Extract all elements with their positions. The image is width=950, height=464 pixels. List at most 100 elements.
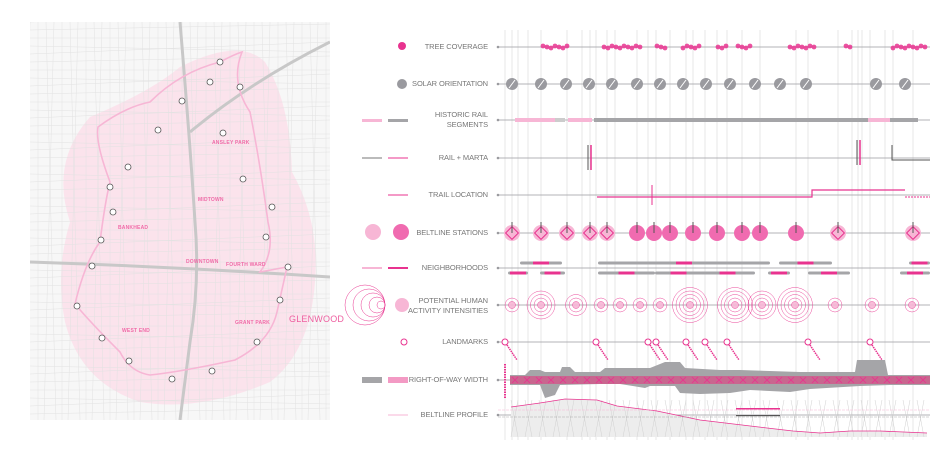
profile-hatch xyxy=(720,399,729,438)
historic-rail-segment xyxy=(568,118,592,122)
map-station-icon xyxy=(125,357,133,365)
neighborhood-label-mark xyxy=(618,271,635,275)
activity-intensity-ring xyxy=(632,297,648,313)
street xyxy=(29,215,331,223)
tree-coverage-mark xyxy=(684,43,690,49)
activity-intensity-ring xyxy=(593,297,609,313)
right-of-way-legend-icon xyxy=(388,377,408,383)
solar-orientation-line xyxy=(508,79,516,89)
activity-intensity-ring xyxy=(672,287,708,323)
activity-intensity-ring xyxy=(787,297,803,313)
profile-hatch xyxy=(566,399,575,438)
neighborhood-legend-icon xyxy=(388,267,408,269)
map-station-icon xyxy=(253,338,261,346)
street xyxy=(29,183,331,191)
right-of-way-legend-icon xyxy=(362,377,382,383)
solar-orientation-line xyxy=(608,79,616,89)
street xyxy=(29,77,331,85)
tree-coverage-mark xyxy=(552,43,558,49)
tree-coverage-mark xyxy=(795,43,801,49)
tree-coverage-mark xyxy=(637,44,643,50)
solar-legend-icon xyxy=(397,79,407,89)
map-station-icon xyxy=(216,58,224,66)
street xyxy=(29,247,331,255)
activity-intensity-ring xyxy=(780,290,810,320)
tree-coverage-mark xyxy=(609,43,615,49)
solar-orientation-line xyxy=(537,79,545,89)
station-legend-icon xyxy=(393,224,409,240)
landmark-icon xyxy=(723,338,731,346)
solar-orientation-line xyxy=(901,79,909,89)
historic-rail-segment xyxy=(515,118,555,122)
neighborhood-label-mark xyxy=(533,261,549,265)
highway xyxy=(29,260,331,279)
tree-coverage-mark xyxy=(560,45,566,51)
row-label-tree-coverage: TREE COVERAGE xyxy=(424,42,488,51)
tree-coverage-mark xyxy=(544,44,550,50)
activity-intensity-ring xyxy=(565,294,587,316)
street xyxy=(29,393,331,407)
solar-orientation-line xyxy=(585,79,593,89)
neighborhood-label-mark xyxy=(821,271,837,275)
profile-hatch xyxy=(678,399,687,438)
street xyxy=(29,137,331,151)
row-label-activity: POTENTIAL HUMAN ACTIVITY INTENSITIES xyxy=(408,296,488,315)
map-graphic xyxy=(19,9,345,428)
solar-orientation-line xyxy=(776,79,784,89)
neighborhood-label-mark xyxy=(510,271,526,275)
profile-hatch xyxy=(552,399,561,438)
street xyxy=(29,105,331,119)
profile-hatch xyxy=(888,399,897,438)
activity-intensity-ring xyxy=(908,301,916,309)
activity-intensity-ring xyxy=(675,290,705,320)
street xyxy=(29,311,331,319)
tree-coverage-mark xyxy=(601,44,607,50)
street xyxy=(29,233,331,247)
right-of-way-x-mark xyxy=(775,376,783,384)
street xyxy=(29,173,331,181)
activity-intensity-ring xyxy=(679,294,701,316)
neighborhood-legend-icon xyxy=(362,267,382,269)
profile-hatch xyxy=(902,399,911,438)
right-of-way-x-mark xyxy=(763,376,771,384)
profile-legend-pink xyxy=(736,408,780,410)
tree-coverage-mark xyxy=(906,43,912,49)
right-of-way-x-mark xyxy=(919,376,927,384)
activity-intensity-ring xyxy=(686,301,694,309)
activity-intensity-ring xyxy=(526,290,556,320)
row-axis-dot xyxy=(496,156,500,160)
map-station-icon xyxy=(98,334,106,342)
station-diamond xyxy=(582,225,598,241)
station-diamond xyxy=(599,225,615,241)
beltline-map: ANSLEY PARK MIDTOWN BANKHEAD DOWNTOWN FO… xyxy=(19,9,345,428)
rail-segment-legend-icon xyxy=(362,119,382,122)
street xyxy=(29,397,331,405)
map-station-icon xyxy=(178,97,186,105)
activity-intensity-ring xyxy=(682,297,698,313)
street xyxy=(165,21,177,421)
row-label-beltline-profile: BELTLINE PROFILE xyxy=(420,410,489,419)
street xyxy=(29,375,331,383)
solar-orientation-line xyxy=(702,79,710,89)
landmark-icon xyxy=(652,338,660,346)
tree-coverage-mark xyxy=(556,44,562,50)
tree-coverage-mark xyxy=(902,45,908,51)
activity-intensity-ring xyxy=(868,301,876,309)
map-station-icon xyxy=(239,175,247,183)
activity-intensity-ring xyxy=(754,297,770,313)
activity-intensity-ring xyxy=(568,297,584,313)
activity-legend-ring xyxy=(344,284,386,326)
tree-coverage-mark xyxy=(723,43,729,49)
neighborhood-label-mark xyxy=(797,261,814,265)
street xyxy=(29,329,331,343)
tree-coverage-mark xyxy=(747,43,753,49)
activity-intensity-ring xyxy=(904,297,920,313)
map-label-ansley-park: ANSLEY PARK xyxy=(212,140,250,146)
street xyxy=(29,333,331,341)
street xyxy=(29,73,331,87)
landmark-icon xyxy=(592,338,600,346)
activity-intensity-ring xyxy=(831,301,839,309)
street xyxy=(29,301,331,309)
street xyxy=(93,21,105,421)
